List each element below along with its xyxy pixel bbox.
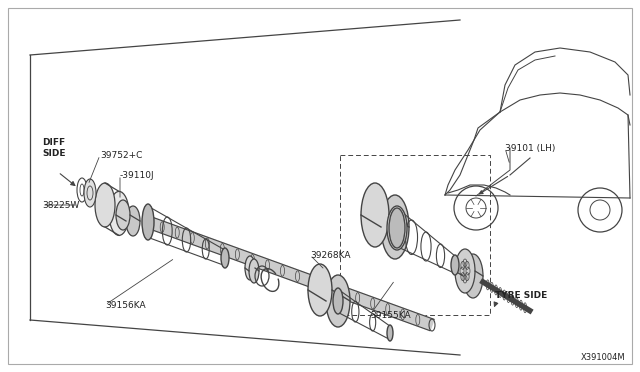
Ellipse shape bbox=[222, 250, 228, 266]
Ellipse shape bbox=[109, 192, 129, 235]
Ellipse shape bbox=[326, 275, 350, 327]
Text: -39110J: -39110J bbox=[120, 170, 155, 180]
Text: TYRE SIDE: TYRE SIDE bbox=[495, 291, 547, 299]
Text: X391004M: X391004M bbox=[580, 353, 625, 362]
Ellipse shape bbox=[143, 206, 154, 238]
Text: 39156KA: 39156KA bbox=[105, 301, 146, 310]
Ellipse shape bbox=[387, 206, 407, 250]
Text: 38225W: 38225W bbox=[42, 201, 79, 209]
Ellipse shape bbox=[463, 254, 483, 298]
Bar bbox=[340, 155, 490, 315]
Ellipse shape bbox=[221, 248, 229, 268]
Ellipse shape bbox=[84, 179, 96, 207]
Text: 39155KA: 39155KA bbox=[370, 311, 411, 320]
Ellipse shape bbox=[390, 208, 404, 248]
Ellipse shape bbox=[95, 183, 115, 227]
Ellipse shape bbox=[387, 325, 393, 341]
Ellipse shape bbox=[245, 256, 255, 280]
Ellipse shape bbox=[334, 289, 342, 313]
Ellipse shape bbox=[333, 288, 343, 314]
Ellipse shape bbox=[451, 255, 459, 275]
Ellipse shape bbox=[389, 208, 405, 248]
Text: 39101 (LH): 39101 (LH) bbox=[505, 144, 556, 153]
Ellipse shape bbox=[455, 249, 475, 293]
Polygon shape bbox=[146, 217, 434, 331]
Ellipse shape bbox=[388, 326, 392, 340]
Ellipse shape bbox=[116, 200, 130, 230]
Text: 39752+C: 39752+C bbox=[100, 151, 142, 160]
Ellipse shape bbox=[308, 264, 332, 316]
Ellipse shape bbox=[126, 206, 140, 236]
Text: 39268KA: 39268KA bbox=[310, 250, 351, 260]
Text: DIFF
SIDE: DIFF SIDE bbox=[42, 138, 65, 158]
Ellipse shape bbox=[249, 259, 259, 283]
Ellipse shape bbox=[452, 256, 458, 274]
Ellipse shape bbox=[142, 204, 154, 240]
Ellipse shape bbox=[361, 183, 389, 247]
Ellipse shape bbox=[381, 195, 409, 259]
